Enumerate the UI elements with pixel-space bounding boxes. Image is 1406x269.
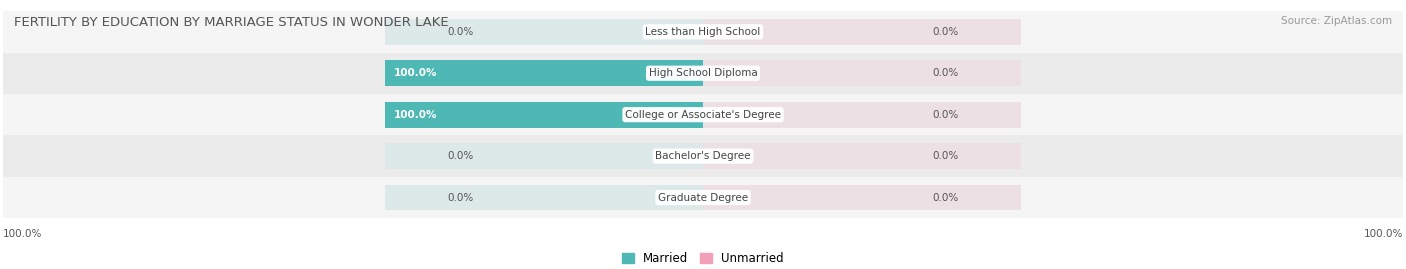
Text: High School Diploma: High School Diploma <box>648 68 758 78</box>
Text: 0.0%: 0.0% <box>932 193 959 203</box>
Bar <box>3 11 1403 52</box>
Text: 100.0%: 100.0% <box>394 68 437 78</box>
Text: 0.0%: 0.0% <box>932 110 959 120</box>
Text: Less than High School: Less than High School <box>645 27 761 37</box>
Bar <box>703 143 1021 169</box>
Bar <box>385 185 703 210</box>
Text: Bachelor's Degree: Bachelor's Degree <box>655 151 751 161</box>
Text: 100.0%: 100.0% <box>3 229 42 239</box>
Text: 100.0%: 100.0% <box>394 110 437 120</box>
Text: Source: ZipAtlas.com: Source: ZipAtlas.com <box>1281 16 1392 26</box>
Text: Graduate Degree: Graduate Degree <box>658 193 748 203</box>
Bar <box>385 60 703 86</box>
Bar <box>703 185 1021 210</box>
Text: 0.0%: 0.0% <box>932 27 959 37</box>
Text: College or Associate's Degree: College or Associate's Degree <box>626 110 780 120</box>
Text: FERTILITY BY EDUCATION BY MARRIAGE STATUS IN WONDER LAKE: FERTILITY BY EDUCATION BY MARRIAGE STATU… <box>14 16 449 29</box>
Legend: Married, Unmarried: Married, Unmarried <box>617 247 789 269</box>
Bar <box>3 177 1403 218</box>
Text: 0.0%: 0.0% <box>447 151 474 161</box>
Bar <box>3 94 1403 135</box>
Bar <box>703 102 1021 128</box>
Bar <box>385 19 703 45</box>
Text: 100.0%: 100.0% <box>1364 229 1403 239</box>
Text: 0.0%: 0.0% <box>932 151 959 161</box>
Bar <box>3 52 1403 94</box>
Bar <box>385 60 703 86</box>
Bar <box>385 143 703 169</box>
Bar <box>3 135 1403 177</box>
Bar <box>385 102 703 128</box>
Bar <box>703 60 1021 86</box>
Text: 0.0%: 0.0% <box>447 27 474 37</box>
Bar <box>703 19 1021 45</box>
Bar <box>385 102 703 128</box>
Text: 0.0%: 0.0% <box>932 68 959 78</box>
Text: 0.0%: 0.0% <box>447 193 474 203</box>
